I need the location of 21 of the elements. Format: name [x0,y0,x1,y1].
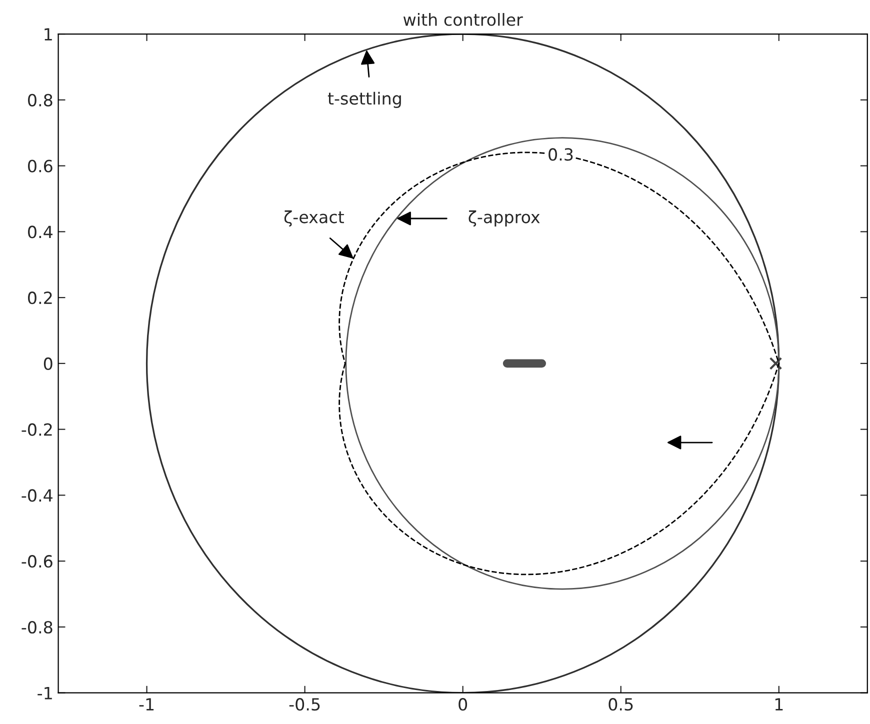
x-tick-label: 1 [775,698,783,710]
y-tick-label: 0.8 [28,94,52,106]
x-tick-label: -1 [139,698,154,710]
y-tick-label: -1 [38,687,52,700]
annotation: ζ-approx [468,210,540,227]
annotation: ζ-exact [284,210,344,227]
annotation: 0.3 [548,148,573,161]
y-tick-label: -0.8 [22,620,52,634]
x-tick-label: 0 [458,698,468,711]
y-tick-label: -0.2 [22,423,52,436]
y-tick-label: 0.2 [28,292,52,304]
y-tick-label: 0.6 [28,160,52,172]
x-tick-label: 0.5 [608,698,633,711]
y-tick-label: -0.4 [22,489,52,502]
y-tick-label: 0 [44,357,52,370]
y-tick-label: 0.4 [28,226,52,238]
y-tick-label: 1 [44,28,52,40]
x-tick-label: -0.5 [289,698,320,711]
annotation: t-settling [328,92,401,108]
chart-title: with controller [403,13,523,26]
y-tick-label: -0.6 [22,555,52,568]
